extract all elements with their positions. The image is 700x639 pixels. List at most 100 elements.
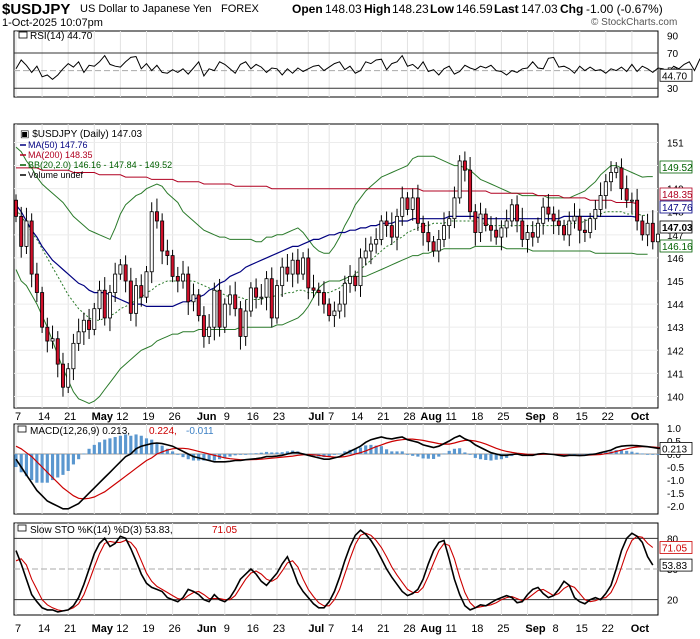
candle-body — [233, 294, 238, 310]
bottom-xtick-1: 14 — [38, 623, 50, 635]
macd-tick-4: -1.0 — [667, 476, 685, 487]
macd-hist-bar — [259, 452, 263, 454]
candle-body — [280, 266, 285, 287]
macd-hist-bar — [176, 454, 180, 455]
price-xtick-18: 18 — [471, 411, 483, 423]
sto-k-value-tag-box — [659, 558, 693, 572]
candle-body — [442, 225, 446, 240]
bottom-xtick-12: 7 — [328, 623, 334, 635]
candle-body — [619, 167, 624, 190]
candle-body — [144, 271, 149, 298]
bottom-xtick-16: Aug — [420, 623, 441, 635]
price-tag-1: 148.35 — [662, 190, 693, 201]
exchange-label: FOREX — [221, 3, 259, 15]
symbol-label: $USDJPY — [2, 1, 71, 18]
price-xtick-12: 7 — [328, 411, 334, 423]
candle-body — [400, 197, 405, 217]
datetime-label: 1-Oct-2025 10:07pm — [2, 17, 103, 29]
chart-header: $USDJPY US Dollar to Japanese Yen FOREX … — [0, 0, 700, 30]
bottom-xtick-24: Oct — [631, 623, 650, 635]
bottom-xtick-22: 15 — [576, 623, 588, 635]
macd-hist-bar — [489, 454, 493, 461]
candle-body — [228, 294, 232, 305]
candle-body — [374, 239, 379, 245]
bottom-xtick-13: 14 — [351, 623, 363, 635]
bottom-xtick-6: 26 — [168, 623, 180, 635]
candle-body — [295, 259, 300, 275]
bottom-xtick-19: 25 — [497, 623, 509, 635]
candle-body — [290, 259, 295, 275]
macd-value-tag-box — [659, 442, 693, 455]
macd-hist-bar — [405, 454, 410, 455]
macd-hist-bar — [254, 453, 258, 455]
candle-body — [499, 227, 504, 238]
rsi-legend-swatch — [18, 31, 28, 39]
candle-body — [186, 273, 191, 303]
candle-body — [311, 287, 316, 291]
macd-hist-bar — [463, 452, 467, 454]
candle-body — [306, 257, 311, 289]
candle-body — [457, 160, 462, 199]
bb-upper-line — [15, 146, 653, 254]
candle-body — [593, 209, 598, 220]
macd-hist-bar — [270, 452, 274, 454]
candle-body — [175, 275, 180, 282]
macd-hist-bar — [656, 454, 660, 455]
candle-body — [160, 220, 165, 252]
macd-hist-bar — [45, 454, 49, 483]
price-tick-10: 141 — [667, 369, 684, 380]
macd-legend-2: -0.011 — [186, 426, 214, 437]
price-tick-8: 143 — [667, 323, 684, 334]
macd-tick-3: -0.5 — [667, 463, 685, 474]
macd-hist-bar — [97, 442, 102, 454]
bottom-xtick-23: 22 — [602, 623, 614, 635]
candle-body — [468, 169, 473, 213]
candle-body — [207, 326, 212, 337]
macd-hist-bar — [285, 451, 289, 454]
price-xtick-7: Jun — [197, 411, 217, 423]
candle-body — [395, 215, 399, 238]
macd-hist-bar — [358, 447, 363, 454]
price-tick-9: 142 — [667, 346, 684, 357]
candle-body — [19, 215, 24, 247]
macd-legend-0: MACD(12,26,9) 0.213, — [30, 426, 130, 437]
candle-body — [541, 206, 546, 224]
price-xtick-0: 7 — [15, 411, 21, 423]
price-legend-3: Volume undef — [28, 170, 84, 180]
macd-value-tag: 0.213 — [662, 444, 687, 455]
macd-hist-bar — [385, 449, 389, 454]
price-title: ▣ $USDJPY (Daily) 147.03 — [20, 129, 143, 140]
candle-body — [71, 342, 76, 370]
candle-body — [635, 199, 640, 222]
macd-hist-bar — [202, 454, 206, 461]
ma200-line — [16, 167, 638, 205]
macd-hist-bar — [473, 454, 477, 458]
candle-body — [546, 206, 551, 215]
macd-hist-bar — [379, 446, 383, 454]
price-tag-3: 147.03 — [662, 223, 693, 234]
macd-hist-bar — [338, 453, 342, 455]
last-label: Last — [494, 2, 519, 16]
macd-hist-bar — [124, 434, 128, 454]
candle-body — [81, 319, 86, 333]
macd-hist-bar — [165, 448, 169, 454]
ma50-line — [15, 204, 638, 307]
price-xtick-13: 14 — [351, 411, 363, 423]
macd-tick-0: 1.0 — [667, 424, 681, 435]
price-xtick-22: 15 — [576, 411, 588, 423]
candle-body — [489, 225, 493, 231]
sto-k-line — [15, 529, 654, 613]
high-label: High — [364, 2, 391, 16]
macd-legend-swatch — [17, 425, 27, 433]
candle-body — [337, 303, 342, 312]
price-xtick-5: 19 — [142, 411, 154, 423]
macd-hist-bar — [431, 454, 436, 459]
sto-d-value-tag: 71.05 — [662, 543, 687, 554]
candle-body — [342, 282, 347, 305]
macd-hist-bar — [651, 454, 655, 455]
watermark: © StockCharts.com — [591, 17, 678, 28]
macd-tick-6: -2.0 — [667, 502, 685, 513]
macd-hist-bar — [452, 448, 457, 454]
candle-body — [452, 197, 457, 220]
